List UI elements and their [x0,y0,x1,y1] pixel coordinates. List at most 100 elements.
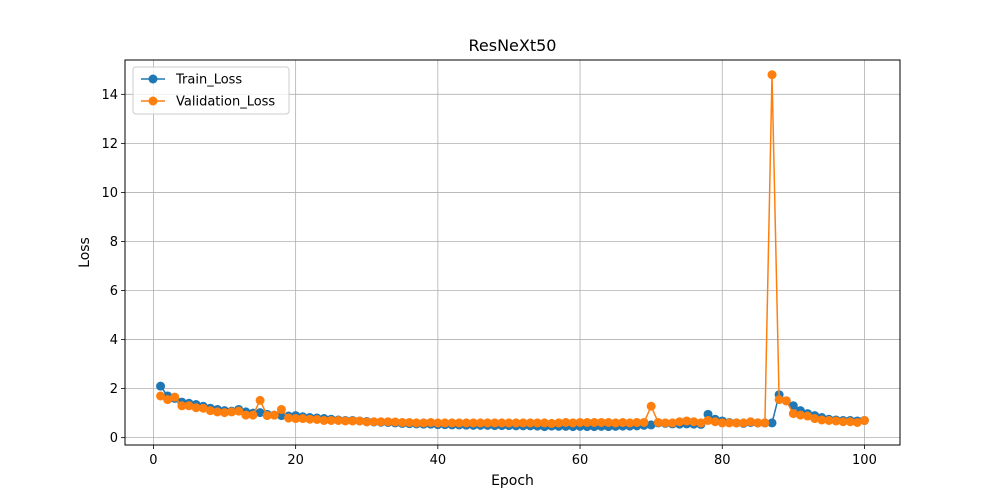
data-point [333,415,343,425]
data-point [653,417,663,427]
data-point [682,416,692,426]
data-point [625,418,635,428]
series-layer [156,70,869,432]
data-point [561,417,571,427]
legend-swatch-marker [148,96,158,106]
legend-label: Train_Loss [175,73,242,88]
data-point [739,418,749,428]
data-point [703,415,713,425]
data-point [156,381,166,391]
data-point [234,406,244,416]
data-point [568,418,578,428]
data-point [852,417,862,427]
y-tick-label: 10 [101,186,118,201]
data-point [241,410,251,420]
data-point [603,417,613,427]
data-point [227,407,237,417]
legend-box [132,66,290,115]
data-point [269,410,279,420]
data-point [760,418,770,428]
data-point [340,416,350,426]
data-point [284,413,294,423]
data-point [618,417,628,427]
data-point [611,418,621,428]
y-tick-label: 0 [110,431,118,446]
data-point [859,415,869,425]
data-point [483,418,493,428]
data-point [646,401,656,411]
data-point [305,414,315,424]
data-point [426,417,436,427]
data-point [355,416,365,426]
data-point [312,415,322,424]
x-tick-label: 20 [287,453,304,468]
data-point [518,418,528,428]
tick-layer: 0 20 40 60 80 100 0 2 4 6 8 10 12 14 [101,88,876,468]
data-point [390,417,400,427]
data-point [824,415,834,425]
y-tick-label: 6 [110,284,118,299]
data-point [525,418,535,428]
data-point [547,418,557,428]
data-point [788,409,798,419]
data-point [767,418,777,428]
data-point [667,418,677,428]
data-point [419,418,429,428]
data-point [461,418,471,428]
data-point [212,407,222,417]
data-point [248,410,258,420]
data-point [675,417,685,427]
x-tick-label: 60 [572,453,589,468]
data-point [817,415,827,425]
data-point [255,395,265,405]
data-point [276,404,286,414]
series-validation-loss [156,70,869,428]
data-point [746,417,756,427]
data-point [191,403,201,413]
data-point [383,417,393,427]
data-point [447,418,457,428]
data-point [198,403,208,413]
data-point [404,417,414,427]
data-point [810,414,820,424]
x-tick-label: 100 [852,453,877,468]
data-point [326,415,336,425]
data-point [220,408,230,418]
data-point [753,418,763,428]
data-point [440,418,450,428]
data-point [731,418,741,428]
data-point [781,396,791,406]
data-point [376,417,386,427]
data-point [298,414,308,424]
data-point [689,417,699,427]
x-tick-label: 40 [430,453,447,468]
data-point [540,418,549,428]
data-point [724,418,734,428]
data-point [397,417,407,427]
chart-title: ResNeXt50 [469,36,557,55]
data-point [255,408,265,418]
data-point [504,418,514,428]
y-tick-label: 4 [110,333,118,348]
legend-swatch-marker [148,74,158,84]
data-point [348,416,358,426]
data-point [831,416,841,426]
data-point [774,395,784,405]
data-point [717,418,727,428]
data-point [262,411,272,421]
data-point [795,410,805,420]
data-point [369,417,379,427]
y-tick-label: 2 [110,382,118,397]
data-point [170,392,180,402]
data-point [490,418,500,428]
x-tick-label: 0 [149,453,157,468]
data-point [589,417,599,427]
data-point [163,395,173,405]
data-point [184,401,194,411]
data-point [696,418,706,428]
data-point [412,418,422,428]
y-tick-label: 12 [101,137,118,152]
data-point [582,417,592,427]
y-tick-label: 14 [101,88,118,103]
